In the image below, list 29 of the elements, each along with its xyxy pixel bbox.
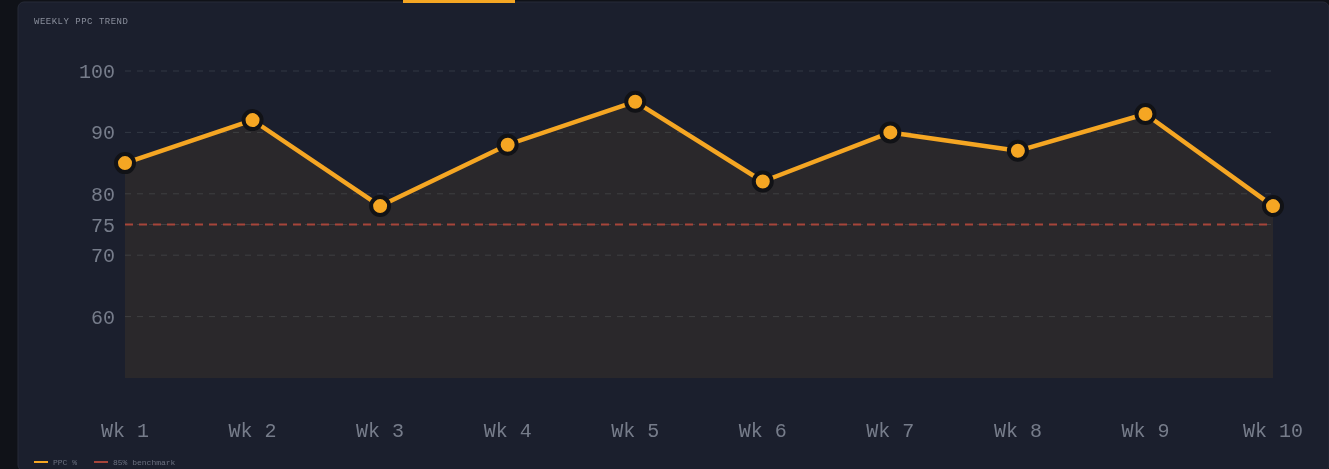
y-tick-label: 100 [78,61,115,84]
point [114,152,136,175]
y-tick-label: 80 [90,183,115,207]
chart-title: WEEKLY PPC TREND [34,17,129,27]
y-tick-label: 70 [90,245,115,269]
point [496,133,519,156]
point [751,170,774,193]
point [1262,195,1284,218]
x-tick-label: Wk 8 [993,420,1042,443]
legend-label: 85% benchmark [113,458,176,467]
y-tick-label: 90 [90,122,115,146]
x-tick-label: Wk 5 [611,420,660,443]
x-tick-label: Wk 4 [483,420,532,443]
x-tick-label: Wk 6 [738,420,787,443]
point [624,90,647,113]
point [879,121,902,144]
point [1134,102,1157,125]
x-tick-label: Wk 1 [100,420,150,443]
legend-label: PPC % [53,458,78,467]
x-tick-label: Wk 2 [228,420,277,443]
point [241,109,264,132]
x-tick-label: Wk 9 [1121,420,1170,443]
x-tick-label: Wk 3 [356,420,405,443]
x-tick-label: Wk 10 [1242,420,1304,443]
x-tick-label: Wk 7 [866,420,915,443]
point [369,195,392,218]
y-tick-label: 75 [90,214,115,238]
y-tick-label: 60 [90,306,115,330]
point [1006,139,1029,162]
